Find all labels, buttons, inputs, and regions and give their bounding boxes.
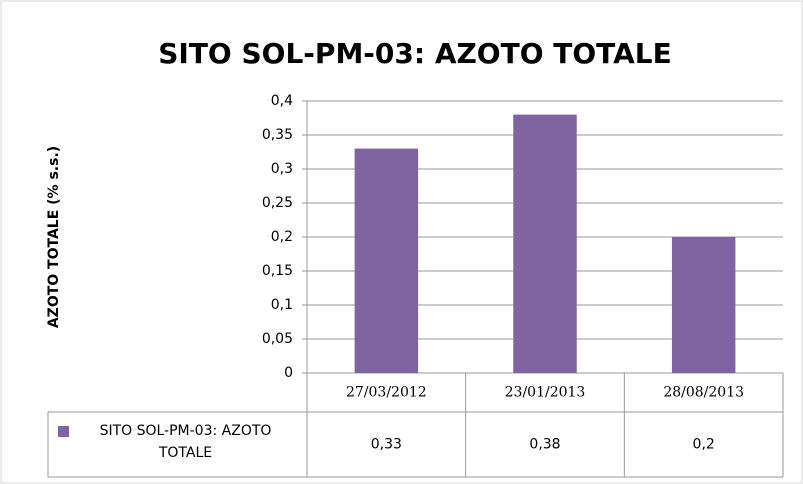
legend-label: SITO SOL-PM-03: AZOTO TOTALE [99, 423, 272, 461]
x-tick-label: 27/03/2012 [346, 385, 427, 401]
y-tick-label: 0,4 [271, 93, 293, 109]
x-tick-label: 23/01/2013 [505, 385, 586, 401]
table-value: 0,33 [371, 437, 402, 453]
y-tick-label: 0,25 [262, 195, 293, 211]
bar [354, 148, 419, 373]
table-value: 0,2 [693, 437, 715, 453]
y-tick-label: 0,3 [271, 161, 293, 177]
bar [513, 114, 577, 373]
y-tick-label: 0,35 [262, 127, 293, 143]
bar [671, 237, 736, 373]
legend-swatch [58, 426, 69, 437]
y-tick-label: 0 [284, 365, 293, 381]
chart-title: SITO SOL-PM-03: AZOTO TOTALE [158, 37, 671, 70]
y-tick-label: 0,05 [262, 331, 293, 347]
x-tick-label: 28/08/2013 [663, 385, 744, 401]
y-axis-label: AZOTO TOTALE (% s.s.) [46, 146, 62, 328]
table-value: 0,38 [529, 437, 560, 453]
y-tick-label: 0,1 [271, 297, 293, 313]
y-tick-label: 0,15 [262, 263, 293, 279]
legend-box: SITO SOL-PM-03: AZOTO TOTALE [99, 423, 272, 461]
y-tick-label: 0,2 [271, 229, 293, 245]
